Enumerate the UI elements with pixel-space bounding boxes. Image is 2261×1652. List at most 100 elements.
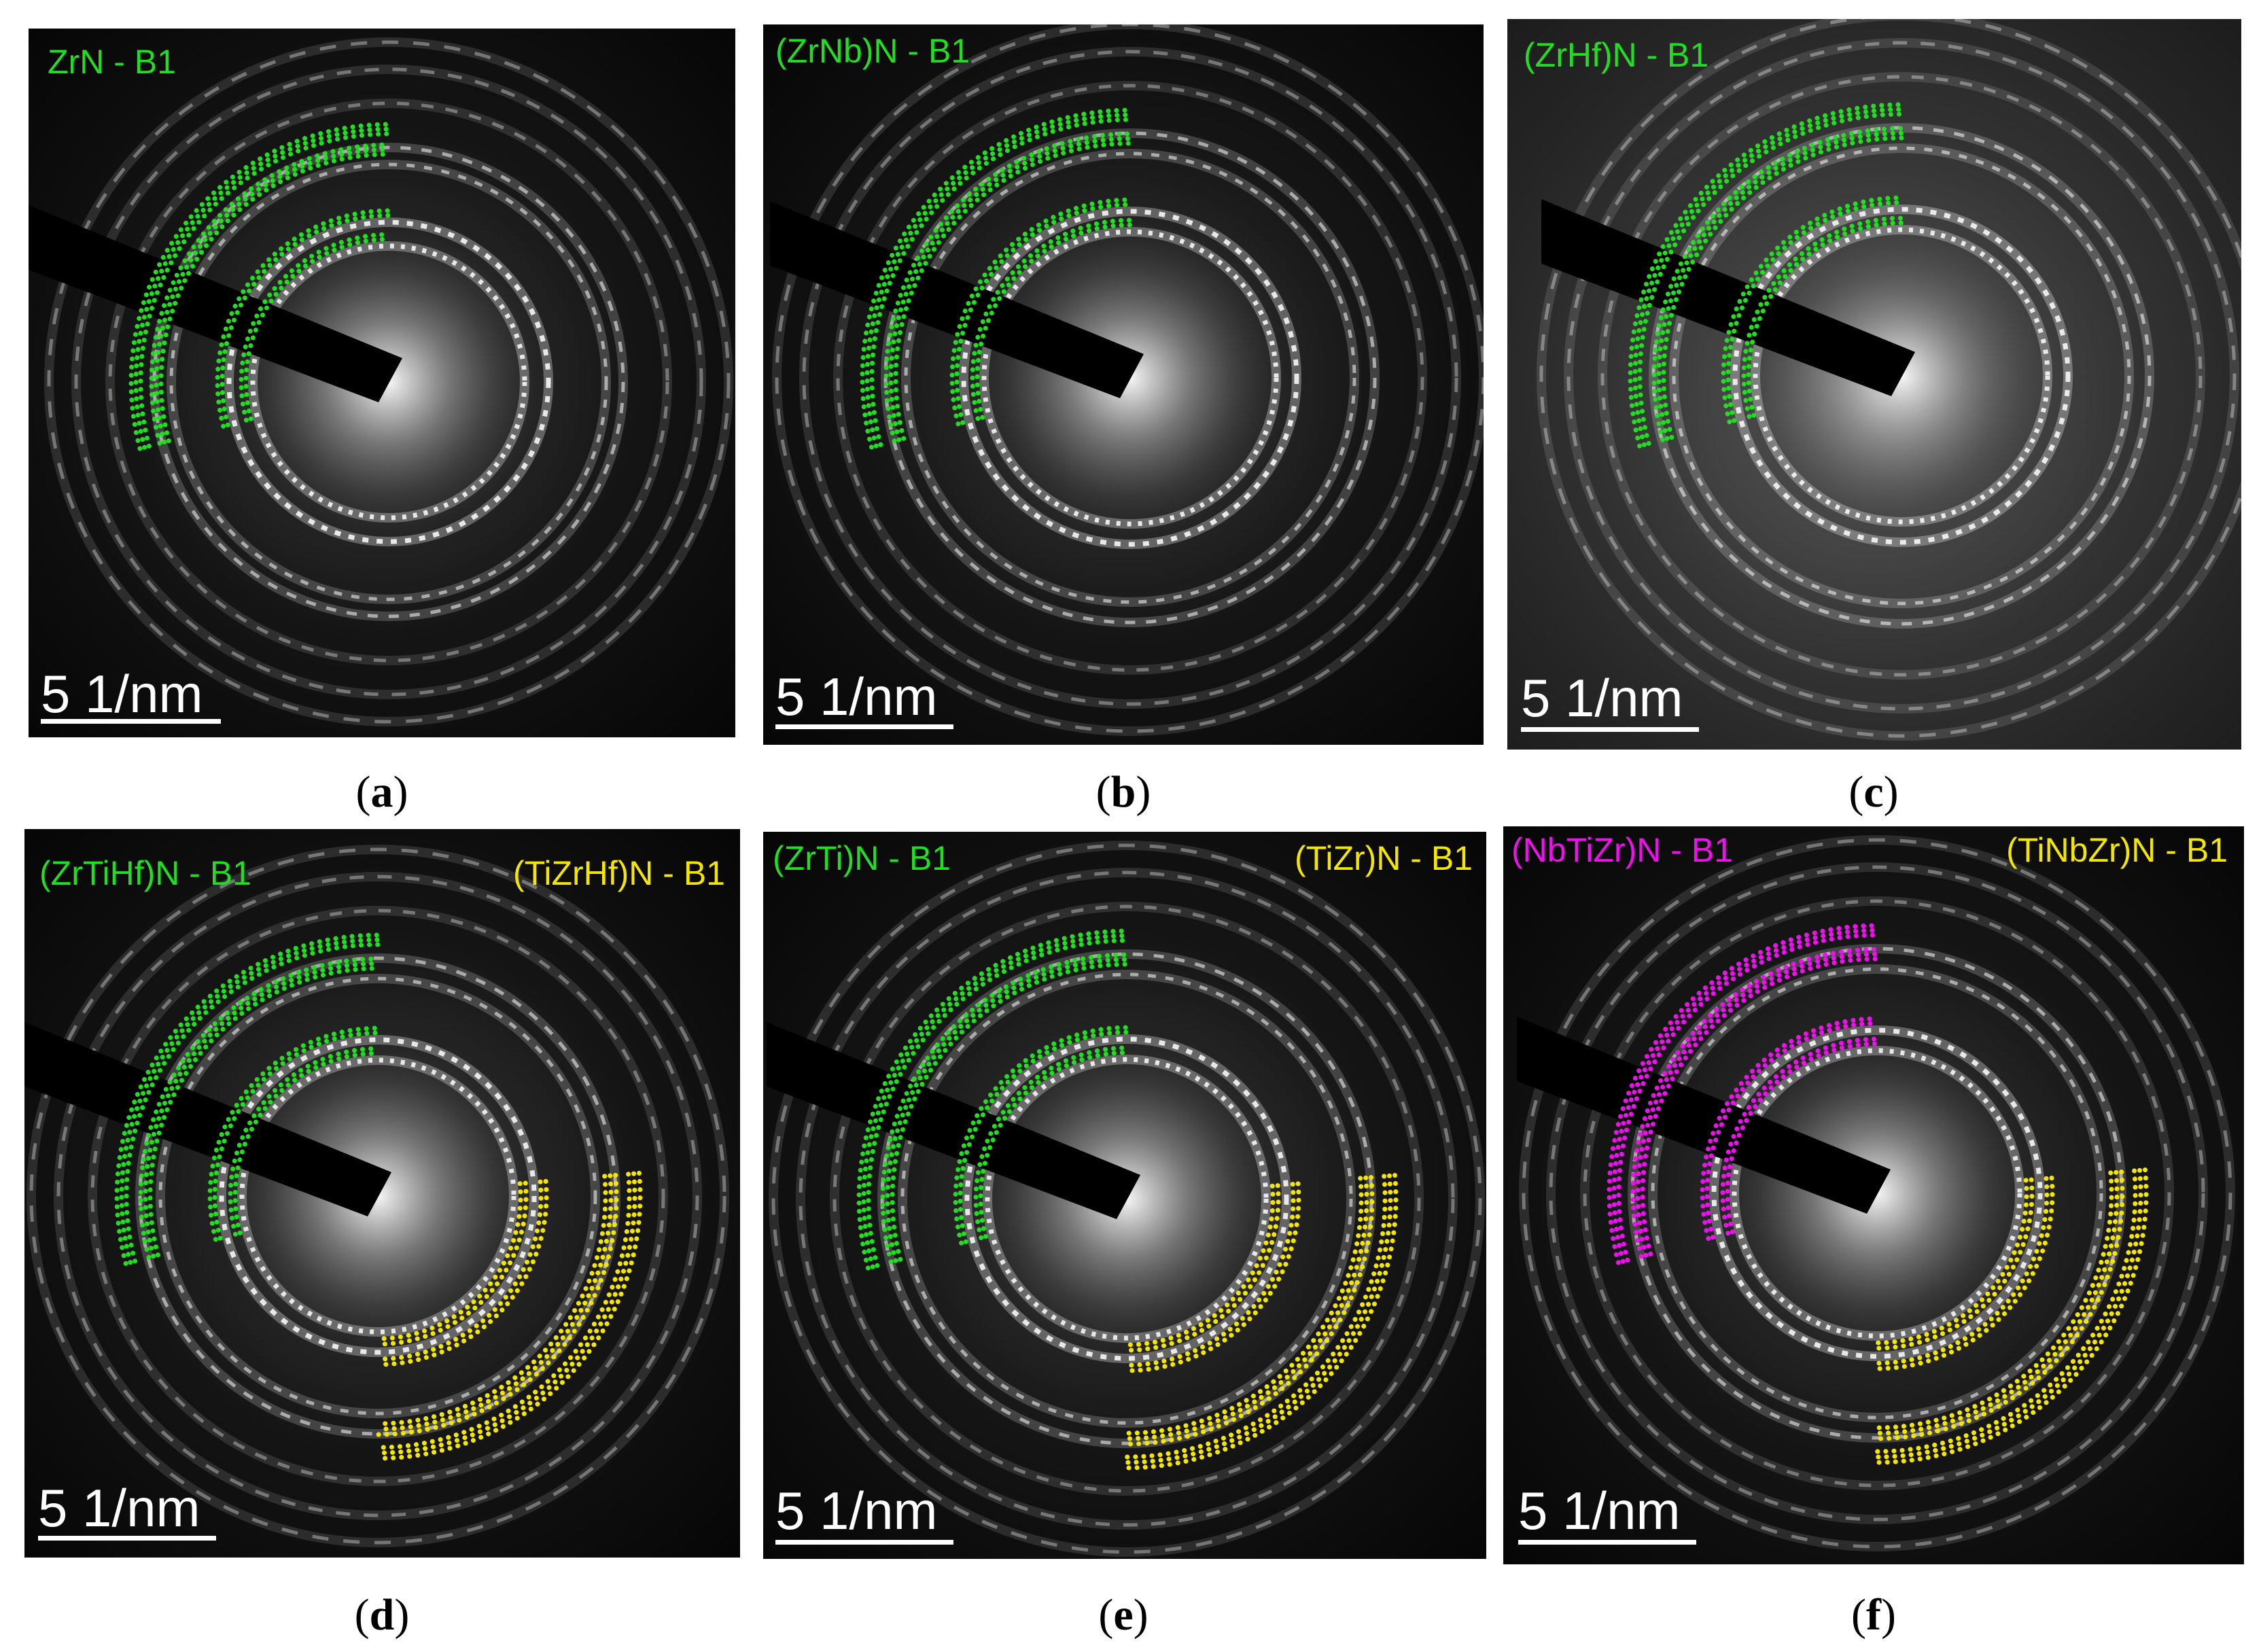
scale-bar-c [1521, 727, 1699, 732]
diffraction-ring [1672, 146, 2131, 605]
diffraction-pattern-e [767, 841, 1485, 1557]
diffraction-ring-halo [1648, 964, 2106, 1422]
caption-letter-c: c [1863, 767, 1884, 817]
index-arc-secondary [375, 1180, 529, 1347]
index-arc-secondary [375, 1172, 619, 1437]
diffraction-ring [239, 1057, 516, 1335]
diffraction-pattern-d [24, 845, 729, 1547]
diffraction-ring [108, 101, 669, 663]
index-arc-primary [970, 217, 1133, 421]
diffraction-ring-halo [983, 1055, 1271, 1343]
caption-e: (e) [1098, 1590, 1149, 1640]
diffraction-ring-halo [217, 1035, 539, 1357]
index-arc-primary [893, 141, 1133, 441]
diffraction-ring [836, 84, 1424, 672]
scale-text-f: 5 1/nm [1518, 1481, 1681, 1541]
beam-stop [1541, 199, 1915, 396]
index-arc-primary [954, 202, 1133, 425]
caption-letter-e: e [1113, 1590, 1134, 1640]
index-arc-primary [124, 942, 381, 1264]
diffraction-ring [985, 1057, 1269, 1341]
index-arc-primary [239, 232, 391, 423]
diffraction-ring-halo [166, 160, 611, 604]
diffraction-ring-halo [796, 868, 1458, 1530]
index-arc-primary [1700, 1016, 1880, 1241]
scale-bar-f [1518, 1540, 1696, 1545]
index-arc-secondary [1124, 1175, 1369, 1441]
index-arc-primary [143, 961, 381, 1259]
index-arc-secondary [1874, 1170, 2120, 1436]
index-arc-secondary [1874, 1168, 2138, 1454]
index-arc-primary [1725, 1041, 1880, 1235]
index-arc-secondary [375, 1173, 614, 1432]
diffraction-ring-halo [27, 845, 729, 1547]
phase-label-a-0: ZrN - B1 [48, 43, 176, 81]
beam-stop [767, 1022, 1140, 1219]
scale-text-b: 5 1/nm [775, 667, 938, 726]
index-arc-secondary [1874, 1170, 2114, 1430]
index-arc-primary [1616, 932, 1880, 1263]
diffraction-ring-halo [150, 143, 628, 621]
index-arc-primary [128, 122, 391, 451]
diffraction-ring-halo [1730, 205, 2073, 547]
index-arc-secondary [1874, 1167, 2143, 1460]
index-arc-primary [1640, 956, 1880, 1256]
diffraction-ring [56, 875, 699, 1517]
index-arc-primary [1628, 102, 1904, 449]
diffraction-ring-halo [1519, 835, 2235, 1551]
scale-text-d: 5 1/nm [38, 1478, 200, 1538]
beam-stop [770, 201, 1144, 398]
scale-text-e: 5 1/nm [775, 1481, 938, 1541]
diffraction-ring [775, 24, 1484, 733]
scale-text-c: 5 1/nm [1521, 668, 1683, 728]
index-arc-primary [207, 1025, 381, 1242]
diffraction-panel-b: (ZrNb)N - B1 5 1/nm [763, 24, 1484, 745]
diffraction-ring-halo [248, 241, 529, 523]
beam-stop [24, 1022, 391, 1216]
index-arc-secondary [1124, 1173, 1399, 1471]
diffraction-ring [1600, 75, 2203, 677]
diffraction-ring-halo [1730, 1046, 2025, 1341]
index-arc-secondary [375, 1179, 544, 1362]
diffraction-panel-f: (NbTiZr)N - B1 (TiNbZr)N - B1 5 1/nm [1503, 826, 2244, 1564]
caption-b: (b) [1096, 767, 1151, 817]
caption-f: (f) [1851, 1590, 1896, 1640]
index-arc-primary [1661, 135, 1904, 440]
index-arc-primary [133, 126, 391, 450]
diffraction-ring-halo [88, 906, 668, 1486]
index-arc-primary [138, 956, 381, 1260]
index-arc-primary [1637, 111, 1904, 446]
diffraction-ring-halo [901, 149, 1359, 607]
index-arc-secondary [1874, 1170, 2125, 1441]
index-arc-primary [885, 957, 1129, 1263]
diffraction-ring-halo [1537, 19, 2241, 741]
diffraction-ring [74, 67, 703, 697]
index-arc-primary [978, 1050, 1129, 1240]
index-arc-secondary [1124, 1182, 1296, 1368]
caption-letter-d: d [369, 1590, 395, 1640]
index-arc-secondary [375, 1174, 608, 1426]
diffraction-ring-halo [898, 970, 1356, 1428]
index-arc-primary [861, 933, 1129, 1269]
diffraction-ring-halo [54, 872, 702, 1520]
diffraction-ring [1566, 41, 2237, 711]
index-arc-primary [215, 208, 391, 429]
diffraction-ring [961, 209, 1299, 547]
beam-stop [29, 205, 402, 402]
index-arc-primary [860, 107, 1133, 450]
index-arc-secondary [1124, 1175, 1375, 1447]
diffraction-ring [138, 956, 618, 1436]
index-arc-primary [1741, 215, 1904, 419]
index-arc-secondary [1874, 1176, 2055, 1371]
phase-label-d-0: (ZrTiHf)N - B1 [39, 854, 251, 892]
diffraction-panel-c: (ZrHf)N - B1 5 1/nm [1507, 19, 2241, 750]
diffraction-ring [158, 977, 597, 1416]
diffraction-ring-halo [833, 81, 1427, 675]
index-arc-primary [975, 222, 1133, 420]
diffraction-ring [250, 243, 527, 521]
phase-label-e-1: (TiZr)N - B1 [1295, 839, 1473, 877]
scale-bar-b [775, 724, 953, 729]
index-arc-primary [1721, 195, 1904, 425]
diffraction-ring-halo [1669, 143, 2134, 608]
index-arc-primary [232, 1051, 381, 1235]
